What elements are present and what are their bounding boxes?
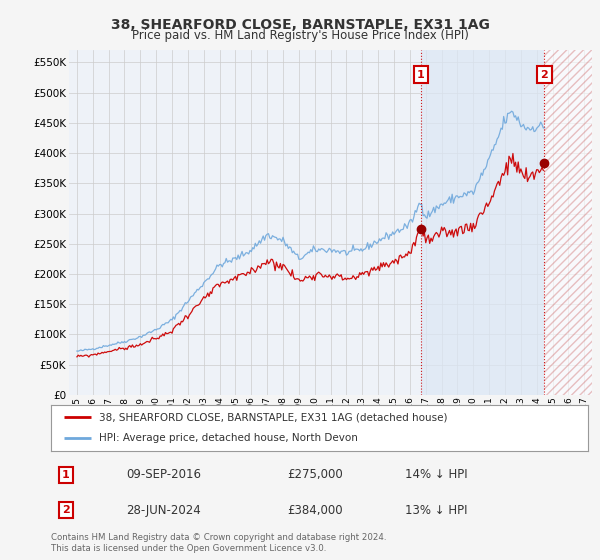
Text: 38, SHEARFORD CLOSE, BARNSTAPLE, EX31 1AG: 38, SHEARFORD CLOSE, BARNSTAPLE, EX31 1A… bbox=[110, 18, 490, 32]
Text: Price paid vs. HM Land Registry's House Price Index (HPI): Price paid vs. HM Land Registry's House … bbox=[131, 29, 469, 42]
Text: HPI: Average price, detached house, North Devon: HPI: Average price, detached house, Nort… bbox=[100, 433, 358, 444]
Text: 28-JUN-2024: 28-JUN-2024 bbox=[126, 503, 201, 517]
Bar bbox=[544, 50, 592, 395]
Bar bbox=[421, 50, 544, 395]
Text: £384,000: £384,000 bbox=[287, 503, 343, 517]
Text: 13% ↓ HPI: 13% ↓ HPI bbox=[406, 503, 468, 517]
Text: 09-SEP-2016: 09-SEP-2016 bbox=[126, 468, 201, 482]
Text: Contains HM Land Registry data © Crown copyright and database right 2024.
This d: Contains HM Land Registry data © Crown c… bbox=[51, 533, 386, 553]
Text: 1: 1 bbox=[417, 69, 425, 80]
Text: £275,000: £275,000 bbox=[287, 468, 343, 482]
Text: 14% ↓ HPI: 14% ↓ HPI bbox=[406, 468, 468, 482]
Text: 2: 2 bbox=[62, 505, 70, 515]
Text: 38, SHEARFORD CLOSE, BARNSTAPLE, EX31 1AG (detached house): 38, SHEARFORD CLOSE, BARNSTAPLE, EX31 1A… bbox=[100, 412, 448, 422]
Text: 2: 2 bbox=[541, 69, 548, 80]
Text: 1: 1 bbox=[62, 470, 70, 480]
Bar bbox=[544, 50, 592, 395]
